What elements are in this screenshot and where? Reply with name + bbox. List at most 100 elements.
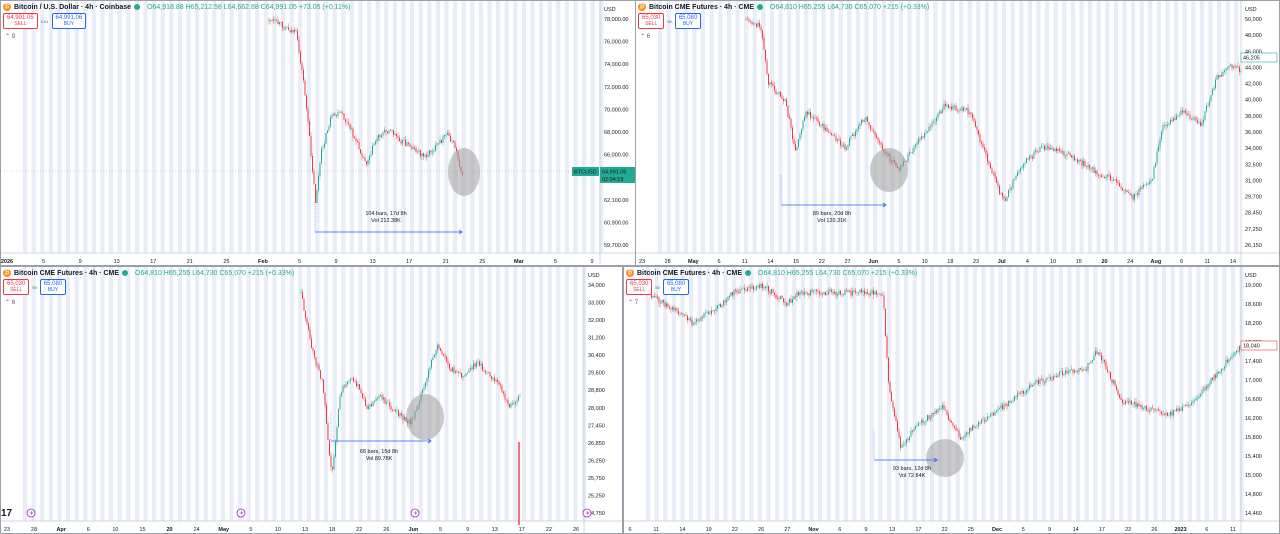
- session-band: [1217, 1, 1222, 253]
- session-band: [1093, 267, 1098, 521]
- chart-canvas[interactable]: USD 78,000.00 76,000.00 74,000.00 72,000.00 7…: [1, 1, 639, 266]
- indicator-collapse-toggle[interactable]: ⌃ 7: [628, 300, 639, 306]
- sell-button[interactable]: 65,030 SELL: [3, 279, 30, 295]
- session-band: [169, 267, 174, 521]
- candle-body: [777, 298, 778, 299]
- buy-button[interactable]: 65,080 BUY: [674, 13, 702, 29]
- chart-canvas[interactable]: USD 50,000 48,000 46,000 44,000 42,000 40,000 3…: [636, 1, 1280, 266]
- indicator-collapse-toggle[interactable]: ⌃ 9: [5, 34, 16, 40]
- candle-body: [951, 106, 952, 110]
- tradingview-logo[interactable]: 17: [1, 508, 13, 519]
- session-band: [143, 267, 148, 521]
- candle-body: [984, 420, 985, 422]
- candle-body: [784, 301, 786, 304]
- candle-body: [1123, 403, 1125, 405]
- session-band: [384, 1, 389, 253]
- price-tick-label: 15,400: [1245, 454, 1262, 460]
- candle-body: [1098, 174, 1099, 176]
- chart-panel-btcusd-coinbase[interactable]: USD 78,000.00 76,000.00 74,000.00 72,000.00 7…: [0, 0, 639, 266]
- session-band: [478, 267, 483, 521]
- candle-body: [1063, 151, 1065, 156]
- candle-body: [1062, 151, 1063, 153]
- chart-panel-cme-2023[interactable]: USD 50,000 48,000 46,000 44,000 42,000 40,000 3…: [635, 0, 1280, 266]
- candle-body: [1183, 406, 1185, 407]
- candle-body: [1149, 181, 1150, 184]
- chart-canvas[interactable]: USD 34,000 33,000 32,000 31,200 30,400 29,600 2…: [1, 267, 623, 534]
- sell-button[interactable]: 64,991.05 SELL: [3, 13, 38, 29]
- candle-body: [952, 105, 954, 110]
- buy-button[interactable]: 64,991.06 BUY: [51, 13, 87, 29]
- candle-body: [1224, 70, 1225, 72]
- time-tick-label: Aug: [1151, 259, 1162, 265]
- candle-body: [993, 172, 994, 174]
- candle-body: [727, 297, 729, 301]
- time-tick-label: 22: [546, 527, 552, 533]
- candle-body: [696, 319, 697, 322]
- price-tick-label: 33,000: [588, 301, 605, 307]
- candle-body: [765, 286, 766, 288]
- candle-body: [697, 319, 699, 321]
- candle-body: [978, 422, 979, 427]
- session-band: [573, 1, 578, 253]
- indicator-collapse-toggle[interactable]: ⌃ 6: [640, 34, 651, 40]
- candle-body: [393, 130, 394, 135]
- measure-bars-label: 89 bars, 20d 8h: [813, 211, 851, 217]
- candle-body: [1020, 168, 1021, 172]
- indicator-collapse-toggle[interactable]: ⌃ 6: [5, 300, 16, 306]
- symbol-title[interactable]: Bitcoin CME Futures · 4h · CME: [649, 3, 754, 11]
- buy-button[interactable]: 65,080 BUY: [39, 279, 67, 295]
- highlight-ellipse: [448, 148, 480, 196]
- symbol-title[interactable]: Bitcoin CME Futures · 4h · CME: [637, 269, 742, 277]
- candle-body: [718, 303, 720, 306]
- session-band: [186, 267, 191, 521]
- symbol-title[interactable]: Bitcoin CME Futures · 4h · CME: [14, 269, 119, 277]
- candle-body: [1221, 75, 1222, 77]
- candle-body: [433, 150, 435, 152]
- candle-body: [678, 311, 679, 315]
- candle-body: [853, 290, 855, 292]
- candle-body: [1000, 193, 1002, 195]
- candle-body: [1015, 396, 1017, 397]
- candle-body: [762, 283, 763, 289]
- session-band: [169, 1, 174, 253]
- session-band: [126, 1, 131, 253]
- sell-button[interactable]: 65,030 SELL: [638, 13, 665, 29]
- candle-body: [706, 311, 708, 313]
- session-band: [981, 267, 986, 521]
- chart-canvas[interactable]: USD19,00018,60018,20017,80017,40017,0001…: [624, 267, 1280, 534]
- time-tick-label: 10: [112, 527, 118, 533]
- session-shading: [23, 267, 587, 521]
- candle-body: [873, 130, 874, 132]
- candle-body: [330, 455, 332, 468]
- candle-body: [1221, 369, 1222, 372]
- candle-body: [500, 384, 501, 386]
- price-tick-label: 26,850: [588, 441, 605, 447]
- candle-body: [309, 329, 311, 339]
- candle-body: [1096, 350, 1098, 355]
- candle-body: [1237, 350, 1239, 352]
- measure-bars-label: 104 bars, 17d 8h: [365, 211, 406, 217]
- symbol-title[interactable]: Bitcoin / U.S. Dollar · 4h · Coinbase: [14, 3, 132, 11]
- bitcoin-icon: ₿: [3, 269, 11, 277]
- chart-panel-cme-2021[interactable]: USD 34,000 33,000 32,000 31,200 30,400 29,600 2…: [0, 266, 623, 534]
- session-band: [818, 267, 823, 521]
- chart-panel-cme-2022[interactable]: USD19,00018,60018,20017,80017,40017,0001…: [623, 266, 1280, 534]
- candle-body: [1176, 115, 1177, 120]
- time-tick-label: 14: [679, 527, 685, 533]
- candle-body: [1117, 181, 1119, 184]
- sell-button[interactable]: 65,030 SELL: [626, 279, 653, 295]
- candle-body: [705, 312, 706, 314]
- time-tick-label: 9: [1048, 527, 1051, 533]
- candle-body: [412, 147, 414, 150]
- session-band: [683, 1, 688, 253]
- price-tick-label: 18,600: [1245, 302, 1262, 308]
- candle-body: [1083, 370, 1084, 371]
- buy-button[interactable]: 65,080 BUY: [662, 279, 690, 295]
- candle-body: [1066, 370, 1068, 373]
- session-band: [177, 1, 182, 253]
- candle-body: [672, 307, 673, 310]
- candle-body: [825, 291, 826, 295]
- candle-body: [874, 131, 876, 136]
- candle-body: [435, 349, 437, 355]
- candle-body: [421, 153, 423, 157]
